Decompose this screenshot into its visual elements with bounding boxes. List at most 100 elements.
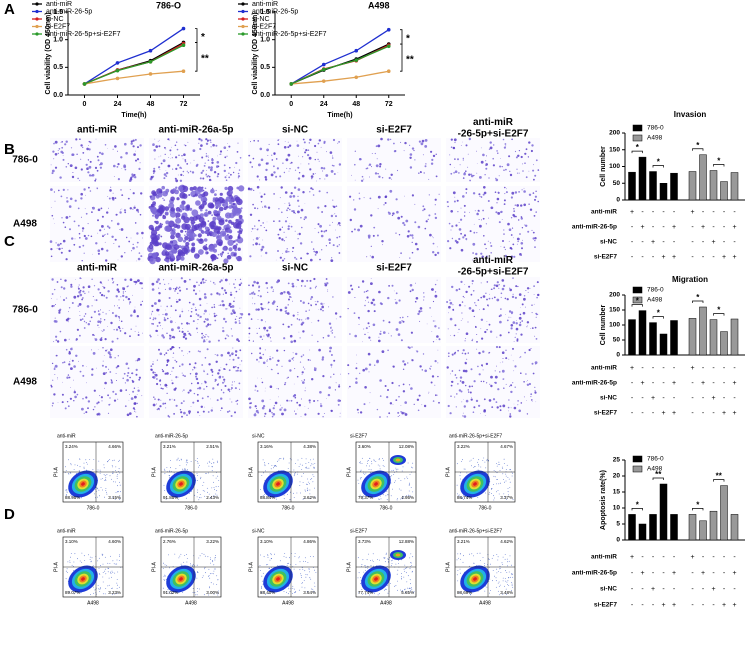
micrograph [446, 346, 540, 418]
cell [483, 295, 486, 298]
cell [422, 210, 424, 212]
cell [261, 358, 262, 359]
cell [171, 328, 174, 331]
cell [501, 246, 502, 247]
cell [260, 303, 262, 305]
cell [417, 248, 419, 250]
event [199, 589, 200, 590]
cell [464, 212, 465, 213]
cell [275, 176, 277, 178]
cell [202, 397, 204, 399]
cell [231, 389, 232, 390]
cell [154, 159, 155, 160]
event [290, 492, 291, 493]
cell [64, 339, 67, 342]
cell [375, 172, 377, 174]
cell [272, 369, 273, 370]
cell [212, 232, 217, 237]
image-bg [347, 277, 441, 343]
cell [166, 333, 167, 334]
event [93, 566, 94, 567]
event [216, 490, 217, 491]
cell [128, 198, 130, 200]
legend-marker [35, 25, 38, 28]
chart-title: A498 [368, 0, 390, 10]
cell [531, 399, 533, 401]
cell [431, 163, 433, 165]
cell [176, 405, 178, 407]
cell [447, 240, 449, 242]
treatment-label: si-E2F7 [594, 602, 618, 609]
cell [197, 400, 199, 402]
cell [235, 197, 241, 203]
cell [190, 373, 191, 374]
cell [78, 225, 80, 227]
treatment-sign: - [702, 365, 705, 372]
cell [55, 201, 56, 202]
cell [400, 317, 401, 318]
cell [54, 374, 55, 375]
cell [94, 406, 95, 407]
cell [260, 148, 263, 151]
event [499, 464, 500, 465]
cell [421, 311, 422, 312]
cell [451, 230, 452, 231]
cell [259, 352, 261, 354]
cell [396, 292, 398, 294]
cell [135, 361, 136, 362]
cell [117, 399, 118, 400]
cell [364, 386, 367, 389]
cell [257, 175, 259, 177]
cell [228, 173, 229, 174]
cell [105, 338, 107, 340]
cell [447, 366, 449, 368]
cell [398, 416, 399, 417]
event [489, 494, 490, 495]
point [289, 82, 293, 86]
cell [484, 398, 486, 400]
cell [534, 246, 536, 248]
cell [496, 346, 498, 348]
cell [282, 253, 283, 254]
event [178, 458, 179, 459]
cell [169, 399, 171, 401]
cell [502, 219, 503, 220]
cell [471, 368, 473, 370]
event [386, 495, 387, 496]
cell [310, 360, 311, 361]
cell [118, 260, 119, 261]
event [314, 468, 315, 469]
cell [478, 210, 480, 212]
cell [281, 186, 283, 188]
treatment-sign: - [733, 209, 736, 216]
treatment-sign: + [690, 365, 694, 372]
cell [205, 357, 207, 359]
cell [138, 211, 139, 212]
cell [176, 361, 178, 363]
cell [217, 156, 218, 157]
cell [250, 214, 252, 216]
micrograph [446, 138, 540, 182]
cell [280, 293, 282, 295]
bar [639, 157, 646, 200]
event [410, 568, 411, 569]
y-axis-label: Cell number [600, 146, 607, 187]
event [404, 571, 405, 572]
cell [57, 377, 58, 378]
event [166, 579, 167, 580]
cell [129, 394, 130, 395]
cell [112, 312, 114, 314]
cell [127, 372, 129, 374]
cell [181, 155, 182, 156]
cell [334, 214, 335, 215]
event [277, 461, 278, 462]
cell [61, 147, 63, 149]
cell [496, 150, 498, 152]
cell [169, 297, 171, 299]
event [174, 554, 175, 555]
cell [195, 256, 198, 259]
cell [82, 152, 84, 154]
quadrant-value: 3.10% [65, 539, 78, 544]
event [112, 465, 113, 466]
cell [117, 338, 119, 340]
